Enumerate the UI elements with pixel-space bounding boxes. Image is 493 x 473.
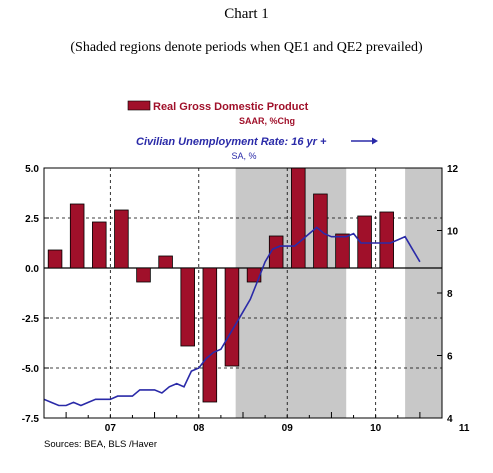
- chart-title: Chart 1: [224, 6, 269, 22]
- right-tick-label: 6: [447, 352, 453, 363]
- gdp-bar-2010Q2: [357, 215, 372, 269]
- gdp-bar-2008Q4: [224, 267, 240, 367]
- left-tick-label: -7.5: [22, 414, 40, 425]
- gdp-bar-2009Q1: [246, 267, 262, 283]
- x-tick-label: 11: [459, 423, 470, 434]
- legend-gdp-sub: SAAR, %Chg: [239, 116, 295, 126]
- gdp-bar-2008Q2: [180, 267, 195, 347]
- shaded-regions: [235, 168, 442, 418]
- legend: Real Gross Domestic Product SAAR, %Chg Civ…: [127, 100, 378, 161]
- left-tick-label: -5.0: [22, 364, 40, 375]
- right-tick-label: 10: [447, 227, 459, 238]
- gdp-bar-2008Q3: [202, 267, 218, 403]
- legend-unemp-sub: SA, %: [231, 151, 256, 161]
- shaded-period-1: [235, 168, 347, 418]
- x-tick-label: 10: [370, 423, 382, 434]
- gdp-bar-2007Q3: [114, 209, 129, 269]
- x-tick-label: 09: [282, 423, 294, 434]
- legend-unemp-label: Civilian Unemployment Rate: 16 yr +: [136, 136, 327, 148]
- gdp-bars: [47, 167, 394, 403]
- right-tick-label: 4: [447, 414, 453, 425]
- gdp-bar-2006Q4: [47, 249, 63, 269]
- right-tick-label: 8: [447, 289, 453, 300]
- shaded-period-2: [405, 168, 442, 418]
- gdp-bar-2007Q2: [92, 221, 107, 269]
- legend-gdp-swatch: [127, 100, 151, 111]
- gdp-bar-2007Q4: [136, 267, 151, 283]
- left-tick-label: 2.5: [25, 214, 39, 225]
- gdp-bar-2007Q1: [69, 203, 85, 269]
- x-tick-label: 08: [193, 423, 205, 434]
- legend-unemp-arrow: [372, 137, 378, 145]
- gdp-bar-2009Q2: [268, 235, 284, 269]
- grid-lines: [44, 168, 442, 418]
- axes: 5.0 2.5 0.0 -2.5 -5.0 -7.5 12 10 8 6 4 07 08 09 10 11: [22, 164, 470, 434]
- gdp-bar-2010Q3: [379, 211, 394, 269]
- left-tick-label: 5.0: [25, 164, 39, 175]
- unemployment-line-layer: [43, 226, 421, 407]
- gdp-bar-2009Q3: [291, 167, 306, 269]
- right-tick-label: 12: [447, 164, 459, 175]
- left-tick-label: -2.5: [22, 314, 40, 325]
- chart-subtitle: (Shaded regions denote periods when QE1 …: [70, 40, 423, 55]
- legend-gdp-label: Real Gross Domestic Product: [153, 101, 309, 113]
- x-tick-label: 07: [105, 423, 117, 434]
- unemployment-line: [43, 226, 421, 407]
- left-tick-label: 0.0: [25, 264, 39, 275]
- gdp-bar-2010Q1: [335, 233, 350, 269]
- source-note: Sources: BEA, BLS /Haver: [44, 439, 157, 450]
- gdp-bar-2008Q1: [158, 255, 173, 269]
